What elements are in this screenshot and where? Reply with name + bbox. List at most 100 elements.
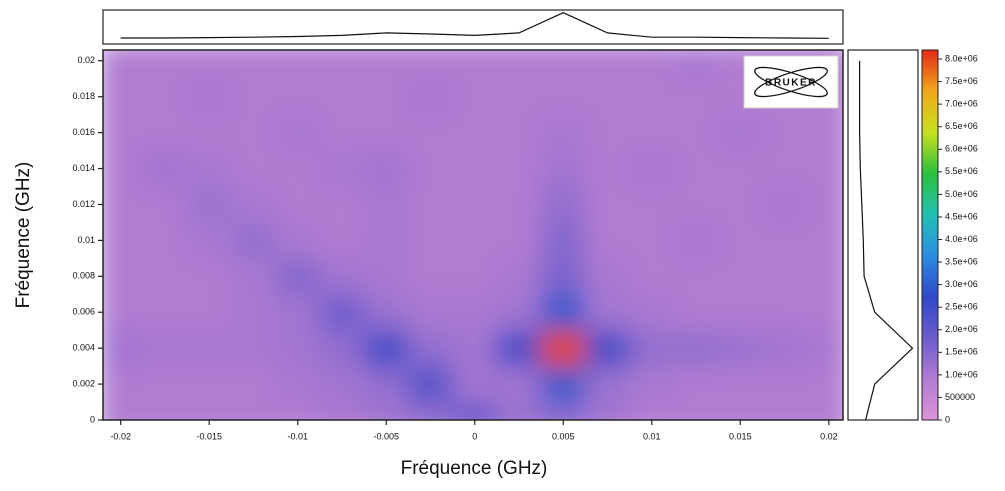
- heat-cell: [186, 257, 232, 295]
- heat-cell: [275, 186, 321, 223]
- heat-cell: [540, 401, 586, 420]
- heat-cell: [540, 293, 586, 331]
- heat-cell: [673, 293, 719, 331]
- heat-cell: [275, 257, 321, 295]
- heat-cell: [275, 365, 321, 403]
- heat-cell: [496, 50, 542, 80]
- heat-cell: [186, 329, 232, 367]
- heat-cell: [540, 150, 586, 188]
- heat-cell: [584, 257, 631, 295]
- heat-cell: [319, 114, 365, 152]
- heat-cell: [142, 257, 188, 295]
- heat-cell: [806, 150, 843, 188]
- logo-orbit: [754, 66, 828, 98]
- heat-cell: [540, 78, 586, 116]
- x-tick-label: 0.01: [643, 431, 661, 441]
- heat-cell: [540, 186, 586, 223]
- heat-cell: [806, 221, 843, 259]
- heat-cell: [407, 293, 454, 331]
- top-projection-frame: [102, 9, 844, 45]
- heat-cell: [806, 365, 843, 403]
- heat-cell: [629, 401, 675, 420]
- heat-cell: [142, 78, 188, 116]
- heat-cell: [230, 150, 277, 188]
- heat-cell: [584, 78, 631, 116]
- heat-cell: [103, 257, 144, 295]
- heat-cell: [629, 329, 675, 367]
- heat-cell: [319, 221, 365, 259]
- logo-orbit: [754, 66, 828, 98]
- heat-cell: [186, 365, 232, 403]
- heat-cell: [761, 257, 808, 295]
- heat-cell: [363, 150, 409, 188]
- colorbar-tick-label: 7.5e+06: [945, 76, 978, 86]
- heat-cell: [806, 401, 843, 420]
- heat-cell: [186, 50, 232, 80]
- heat-cell: [230, 329, 277, 367]
- heat-cell: [717, 365, 763, 403]
- heat-cell: [673, 50, 719, 80]
- heat-cell: [319, 257, 365, 295]
- heat-cell: [629, 221, 675, 259]
- heat-cell: [673, 365, 719, 403]
- heat-cell: [673, 221, 719, 259]
- x-tick-label: -0.015: [196, 431, 222, 441]
- heat-cell: [540, 114, 586, 152]
- heat-cell: [142, 186, 188, 223]
- heat-cell: [230, 50, 277, 80]
- heat-cell: [584, 293, 631, 331]
- y-tick-label: 0.02: [77, 55, 95, 65]
- heat-cell: [319, 78, 365, 116]
- heat-cell: [275, 50, 321, 80]
- colorbar-tick-label: 2.5e+06: [945, 302, 978, 312]
- heat-cell: [452, 114, 498, 152]
- heat-cell: [540, 221, 586, 259]
- logo-box: [743, 55, 839, 109]
- heat-cell: [407, 114, 454, 152]
- colorbar-tick-label: 4.0e+06: [945, 234, 978, 244]
- heat-cell: [629, 114, 675, 152]
- heat-cell: [142, 329, 188, 367]
- heatmap: [103, 50, 843, 420]
- heat-cell: [275, 78, 321, 116]
- heat-cell: [496, 114, 542, 152]
- heat-cell: [103, 365, 144, 403]
- heat-cell: [452, 78, 498, 116]
- y-axis-title: Fréquence (GHz): [13, 162, 34, 309]
- heat-cell: [230, 186, 277, 223]
- heat-cell: [496, 401, 542, 420]
- heat-cell: [363, 50, 409, 80]
- heat-cell: [142, 293, 188, 331]
- heat-cell: [186, 401, 232, 420]
- heat-cell: [186, 293, 232, 331]
- heat-cell: [407, 401, 454, 420]
- y-tick-label: 0.01: [77, 235, 95, 245]
- heat-cell: [142, 150, 188, 188]
- heat-cell: [629, 150, 675, 188]
- heat-cell: [275, 401, 321, 420]
- heat-cell: [103, 78, 144, 116]
- heat-cell: [142, 50, 188, 80]
- heat-cell: [584, 114, 631, 152]
- heat-cell: [103, 50, 144, 80]
- heat-cell: [230, 401, 277, 420]
- heat-cell: [584, 365, 631, 403]
- colorbar-tick-label: 0: [945, 414, 950, 424]
- colorbar: [921, 49, 939, 421]
- colorbar-tick-label: 7.0e+06: [945, 99, 978, 109]
- y-tick-label: 0: [90, 414, 95, 424]
- heat-cell: [452, 221, 498, 259]
- colorbar-tick-label: 1.5e+06: [945, 347, 978, 357]
- x-tick-label: 0.005: [552, 431, 575, 441]
- heat-cell: [363, 293, 409, 331]
- logo: BRUKER: [743, 55, 839, 109]
- y-tick-label: 0.006: [72, 307, 95, 317]
- heat-cell: [186, 186, 232, 223]
- side-projection-frame: [847, 49, 919, 421]
- heat-cell: [629, 293, 675, 331]
- heat-cell: [496, 257, 542, 295]
- heat-cell: [806, 257, 843, 295]
- heat-cell: [673, 114, 719, 152]
- heat-cell: [363, 186, 409, 223]
- heat-cell: [496, 150, 542, 188]
